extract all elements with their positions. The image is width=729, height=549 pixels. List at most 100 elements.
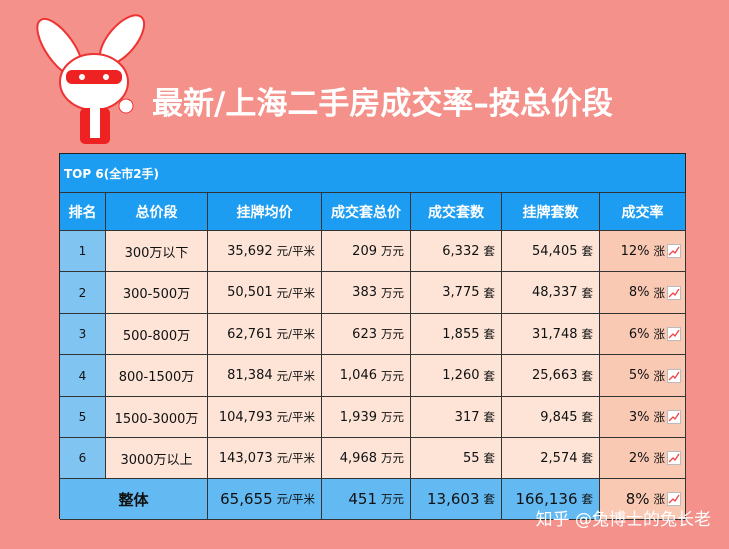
value: 104,793 (218, 409, 273, 425)
trend-icon (667, 410, 681, 424)
trend: 涨 (653, 368, 666, 383)
cell-value: 25,663 套 (502, 355, 600, 397)
unit: 套 (581, 451, 594, 465)
trend-icon (667, 368, 681, 383)
trend: 涨 (653, 492, 666, 506)
unit: 万元 (381, 451, 404, 465)
value: 1,046 (339, 368, 377, 383)
total-rate: 8% 涨 (600, 479, 686, 520)
rate-value: 3% (628, 409, 650, 425)
trend-icon (667, 451, 681, 465)
value: 54,405 (532, 243, 578, 259)
rate-value: 2% (628, 450, 650, 466)
value: 62,761 (227, 326, 273, 342)
unit: 套 (581, 285, 594, 300)
column-header: 成交率 (600, 193, 686, 231)
value: 35,692 (227, 243, 273, 259)
unit: 套 (483, 285, 496, 300)
cell-value: 623 万元 (322, 314, 411, 355)
trend-icon (667, 492, 681, 506)
price-range: 1500-3000万 (106, 397, 208, 438)
cell-value: 166,136 套 (502, 479, 600, 520)
trend: 涨 (653, 244, 666, 258)
rate-value: 8% (625, 490, 650, 508)
unit: 套 (581, 410, 594, 424)
unit: 套 (483, 451, 496, 465)
unit: 元/平米 (276, 451, 315, 465)
cell-value: 143,073 元/平米 (208, 438, 322, 479)
value: 25,663 (532, 368, 578, 383)
column-header: 排名 (60, 193, 106, 231)
value: 383 (352, 285, 377, 300)
trend-icon (667, 285, 681, 300)
cell-value: 9,845 套 (502, 397, 600, 438)
value: 3,775 (442, 285, 480, 300)
value: 31,748 (532, 326, 578, 342)
trend-icon (667, 244, 681, 258)
value: 9,845 (540, 409, 578, 425)
trend: 涨 (653, 410, 666, 424)
unit: 套 (581, 244, 594, 258)
value: 1,855 (442, 326, 480, 342)
value: 4,968 (339, 450, 377, 466)
cell-value: 62,761 元/平米 (208, 314, 322, 355)
rate: 2% 涨 (600, 438, 686, 479)
trend: 涨 (653, 451, 666, 465)
cell-value: 3,775 套 (411, 272, 502, 314)
value: 1,260 (442, 368, 480, 383)
value: 1,939 (339, 409, 377, 425)
unit: 套 (581, 327, 594, 341)
cell-value: 4,968 万元 (322, 438, 411, 479)
value: 317 (454, 409, 480, 425)
unit: 万元 (381, 492, 404, 506)
unit: 万元 (381, 244, 404, 258)
cell-value: 55 套 (411, 438, 502, 479)
value: 451 (348, 490, 377, 508)
price-range: 300万以下 (106, 231, 208, 272)
cell-value: 35,692 元/平米 (208, 231, 322, 272)
unit: 元/平米 (276, 285, 315, 300)
cell-value: 50,501 元/平米 (208, 272, 322, 314)
cell-value: 2,574 套 (502, 438, 600, 479)
trend: 涨 (653, 285, 666, 300)
value: 209 (352, 243, 377, 259)
column-header: 成交套总价 (322, 193, 411, 231)
unit: 套 (483, 410, 496, 424)
unit: 万元 (381, 410, 404, 424)
unit: 套 (483, 368, 496, 383)
cell-value: 54,405 套 (502, 231, 600, 272)
rate: 8% 涨 (600, 272, 686, 314)
cell-value: 317 套 (411, 397, 502, 438)
price-range: 300-500万 (106, 272, 208, 314)
value: 166,136 (515, 490, 578, 508)
unit: 万元 (381, 327, 404, 341)
value: 65,655 (220, 490, 273, 508)
trend-icon (667, 327, 681, 341)
cell-value: 1,855 套 (411, 314, 502, 355)
value: 13,603 (427, 490, 480, 508)
cell-value: 31,748 套 (502, 314, 600, 355)
unit: 套 (483, 327, 496, 341)
column-header: 挂牌套数 (502, 193, 600, 231)
value: 623 (352, 326, 377, 342)
rank: 4 (60, 355, 106, 397)
column-header: 总价段 (106, 193, 208, 231)
title: 最新/上海二手房成交率–按总价段 (152, 86, 613, 122)
value: 2,574 (540, 450, 578, 466)
cell-value: 48,337 套 (502, 272, 600, 314)
rate-value: 5% (628, 368, 650, 383)
rank: 2 (60, 272, 106, 314)
cell-value: 383 万元 (322, 272, 411, 314)
price-range: 800-1500万 (106, 355, 208, 397)
unit: 元/平米 (276, 410, 315, 424)
rank: 3 (60, 314, 106, 355)
mascot (36, 14, 146, 144)
value: 81,384 (227, 368, 273, 383)
unit: 元/平米 (276, 368, 315, 383)
price-range: 500-800万 (106, 314, 208, 355)
unit: 万元 (381, 368, 404, 383)
table-caption: TOP 6(全市2手) (60, 154, 685, 193)
cell-value: 65,655 元/平米 (208, 479, 322, 520)
data-table: TOP 6(全市2手) 排名 总价段 挂牌均价 成交套总价 成交套数 挂牌套数 成交率 1 30… (59, 153, 686, 520)
